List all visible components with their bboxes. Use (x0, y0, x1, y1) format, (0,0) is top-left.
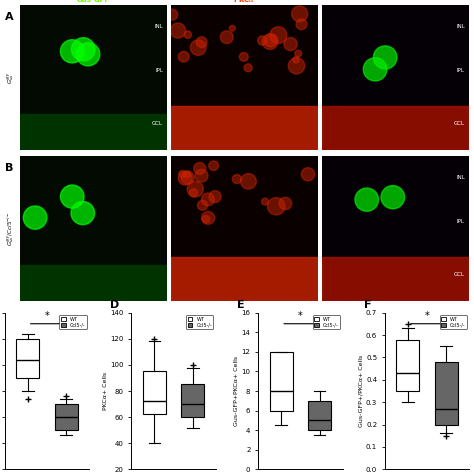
Circle shape (166, 9, 178, 20)
Text: *: * (425, 310, 429, 320)
Circle shape (191, 40, 206, 55)
Text: $G_{us}^{iRF}$: $G_{us}^{iRF}$ (5, 71, 16, 84)
Circle shape (201, 211, 215, 224)
Circle shape (198, 201, 208, 210)
Circle shape (184, 171, 191, 177)
Circle shape (244, 64, 252, 72)
Circle shape (201, 193, 214, 206)
Text: A: A (5, 12, 14, 22)
Text: E: E (237, 300, 245, 310)
Circle shape (170, 23, 186, 38)
Circle shape (194, 163, 206, 174)
Circle shape (209, 161, 219, 171)
Text: INL: INL (456, 175, 465, 180)
Text: $G_{us}^{iRF}/Ccl5^{-/-}$: $G_{us}^{iRF}/Ccl5^{-/-}$ (5, 211, 16, 246)
Y-axis label: PKCα+ Cells: PKCα+ Cells (102, 372, 108, 410)
PathPatch shape (308, 401, 331, 430)
Bar (322, 257, 469, 301)
PathPatch shape (16, 339, 39, 378)
Text: IPL: IPL (155, 68, 163, 73)
Text: IPL: IPL (457, 68, 465, 73)
Circle shape (229, 25, 235, 31)
Circle shape (279, 197, 292, 210)
Text: D: D (110, 300, 119, 310)
PathPatch shape (55, 404, 78, 430)
Circle shape (355, 188, 379, 211)
Circle shape (293, 56, 299, 63)
Circle shape (232, 174, 242, 183)
Circle shape (292, 6, 308, 22)
Title: Gus-GFP: Gus-GFP (77, 0, 110, 3)
Y-axis label: Gus-GFP+/PKCα+ Cells: Gus-GFP+/PKCα+ Cells (358, 355, 363, 427)
Circle shape (184, 31, 191, 38)
Circle shape (190, 189, 198, 197)
Circle shape (301, 168, 315, 181)
Circle shape (262, 34, 278, 49)
Text: IPL: IPL (457, 219, 465, 224)
Bar (322, 106, 469, 150)
Circle shape (220, 31, 233, 44)
Bar (171, 106, 319, 150)
PathPatch shape (143, 372, 166, 414)
Circle shape (295, 50, 301, 57)
Text: INL: INL (154, 24, 163, 29)
Legend: WT, Ccl5-/-: WT, Ccl5-/- (186, 315, 213, 329)
Circle shape (71, 201, 95, 225)
Circle shape (258, 36, 267, 45)
Circle shape (363, 58, 387, 81)
Circle shape (61, 185, 84, 208)
Circle shape (381, 185, 405, 209)
Text: B: B (5, 163, 14, 173)
PathPatch shape (270, 352, 292, 410)
PathPatch shape (182, 384, 204, 417)
Circle shape (270, 27, 287, 44)
Circle shape (374, 46, 397, 69)
Bar (20, 264, 167, 301)
Circle shape (264, 34, 277, 47)
Legend: WT, Ccl5-/-: WT, Ccl5-/- (439, 315, 467, 329)
Title: PKC$\alpha$: PKC$\alpha$ (234, 0, 255, 4)
Bar (171, 257, 319, 301)
Title: Gus-GFP+ PKC$\alpha$: Gus-GFP+ PKC$\alpha$ (364, 0, 428, 4)
Circle shape (296, 19, 307, 30)
Circle shape (187, 181, 203, 197)
Circle shape (239, 53, 248, 61)
PathPatch shape (435, 362, 458, 425)
Circle shape (241, 173, 256, 189)
Circle shape (178, 172, 192, 185)
Text: F: F (364, 300, 371, 310)
Circle shape (195, 169, 208, 182)
Bar (20, 114, 167, 150)
Text: GCL: GCL (454, 273, 465, 277)
Circle shape (267, 198, 285, 215)
Circle shape (209, 191, 221, 202)
Circle shape (23, 206, 47, 229)
Legend: WT, Ccl5-/-: WT, Ccl5-/- (313, 315, 340, 329)
Text: INL: INL (456, 24, 465, 29)
Text: GCL: GCL (152, 121, 163, 127)
Text: *: * (298, 310, 303, 320)
Circle shape (284, 37, 297, 51)
Circle shape (72, 38, 95, 61)
Circle shape (179, 171, 186, 178)
Circle shape (76, 43, 100, 66)
Circle shape (196, 37, 207, 47)
Legend: WT, Ccl5-/-: WT, Ccl5-/- (59, 315, 87, 329)
PathPatch shape (396, 339, 419, 391)
Y-axis label: Gus-GFP+PKCα+ Cells: Gus-GFP+PKCα+ Cells (234, 356, 239, 426)
Circle shape (60, 40, 84, 63)
Circle shape (178, 51, 189, 62)
Text: GCL: GCL (454, 121, 465, 127)
Circle shape (202, 216, 210, 223)
Text: *: * (45, 310, 49, 320)
Circle shape (181, 171, 194, 184)
Circle shape (288, 58, 305, 74)
Circle shape (262, 198, 269, 205)
